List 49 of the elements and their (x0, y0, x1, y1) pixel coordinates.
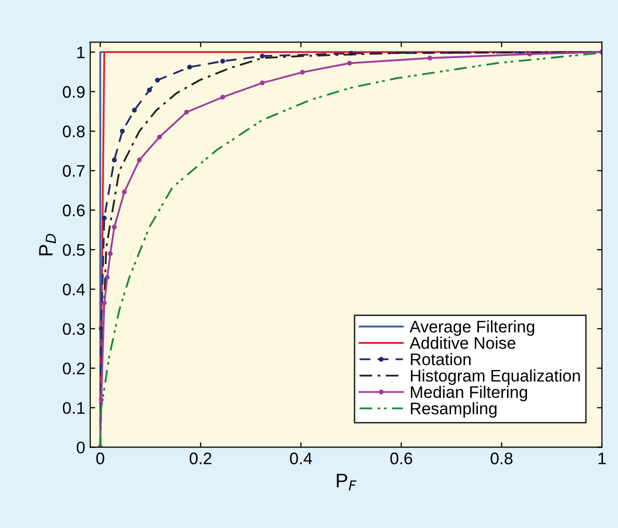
point (300, 70, 305, 75)
x-tick-label: 0.6 (390, 452, 412, 464)
x-axis-title: P$_{F}$ (336, 474, 356, 490)
point (112, 224, 117, 230)
point (187, 64, 192, 70)
y-tick-label: 0 (76, 442, 85, 454)
legend-label: Average Filtering (410, 320, 534, 336)
y-tick-label: 0.8 (62, 126, 85, 138)
y-tick-label: 0.6 (62, 204, 85, 216)
point (220, 58, 226, 64)
x-tick-label: 0.2 (190, 452, 212, 464)
legend-label: Median Filtering (410, 386, 528, 402)
y-tick-label: 0.4 (62, 284, 85, 296)
y-axis-title: P$_{D}$ (39, 234, 56, 256)
point (427, 56, 432, 60)
point (112, 158, 117, 162)
x-tick-label: 0.4 (290, 452, 312, 464)
point (122, 190, 127, 194)
point (108, 251, 113, 256)
point (155, 78, 160, 83)
point (347, 60, 352, 66)
legend-label: Additive Noise (410, 336, 516, 349)
point (260, 80, 265, 86)
point (98, 397, 104, 402)
x-tick-label: 0.8 (490, 452, 512, 464)
point (132, 108, 137, 113)
point (220, 94, 226, 100)
y-tick-label: 1 (77, 46, 85, 58)
point (146, 88, 152, 92)
point (184, 110, 189, 115)
x-tick-label: 1 (598, 452, 606, 464)
x-tick-label: 0 (96, 452, 104, 464)
y-tick-label: 0.7 (62, 165, 85, 177)
point (136, 158, 142, 162)
point (527, 52, 532, 57)
y-tick-label: 0.3 (62, 323, 85, 335)
y-tick-label: 0.1 (62, 402, 85, 414)
point (104, 274, 110, 280)
point (157, 134, 162, 140)
point (102, 300, 107, 306)
point (260, 54, 265, 58)
point (120, 128, 125, 134)
legend-label: Histogram Equalization (410, 369, 580, 385)
legend-label: Rotation (410, 353, 471, 366)
legend-label: Resampling (410, 402, 496, 418)
y-tick-label: 0.2 (62, 362, 85, 374)
point (102, 216, 107, 220)
y-tick-label: 0.5 (62, 244, 85, 256)
y-tick-label: 0.9 (62, 86, 85, 98)
